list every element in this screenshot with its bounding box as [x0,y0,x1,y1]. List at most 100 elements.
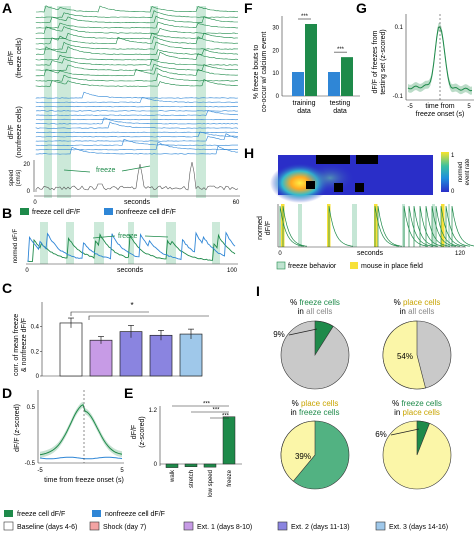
g-ytick-top: 0.1 [395,25,404,31]
pie-2-title-1b: place cells [301,399,338,408]
nonfreeze-cell-trace-1 [35,96,239,103]
h-freeze-epoch-1 [352,204,357,247]
b-xlabel: seconds [117,267,144,274]
c-ytick: 0.4 [31,325,40,331]
f-bar-1-1 [341,57,353,96]
f-xtick-1-b: data [333,108,347,115]
legend-freeze-swatch [4,510,13,517]
pie-0-title-1b: freeze cells [299,298,339,307]
g-ytick-bottom: -0.1 [393,94,404,100]
pie-1-title-1: % place cells [394,298,441,307]
nonfreeze-cell-trace-8 [35,131,239,134]
b-freeze-epoch-1 [66,222,74,264]
h-legend-place-swatch [350,262,358,269]
pie-3-title-2a: in [394,408,402,417]
freeze-epoch-0 [44,6,52,198]
a-xtick-0: 0 [33,200,37,206]
h-place-epoch-3 [441,204,445,247]
h-legend-freeze-swatch [276,261,286,270]
pie-0-title-2a: in [298,307,306,316]
h-freeze-epoch-4 [448,204,450,247]
pie-0-wedge [314,320,334,357]
b-freeze-trace [27,233,236,263]
g-xtick-right: 5 [467,104,471,110]
freeze-cell-trace-7 [35,41,238,50]
panel-h-letter: H [244,145,254,161]
freeze-cell-trace-13 [35,73,239,82]
freeze-cell-trace-14 [35,78,239,87]
figure-legend: freeze cell dF/F nonfreeze cell dF/F Bas… [3,510,448,531]
panel-e-letter: E [124,385,133,401]
nonfreeze-cell-trace-10 [35,133,239,142]
e-bar-0 [165,463,179,468]
pie-2-wedge [280,420,316,482]
f-sig-1: *** [337,47,345,53]
h-spike-8 [419,205,445,247]
panel-d-letter: D [2,385,12,401]
a-speed-tick-0: 0 [27,189,31,195]
b-legend-nonfreeze: nonfreeze cell dF/F [116,209,176,216]
e-sig-1: *** [212,408,220,414]
pie-1-title-2a: in [400,307,408,316]
legend-freeze: freeze cell dF/F [17,511,65,518]
h-spike-2 [328,205,354,247]
legend-ext3: Ext. 3 (days 14-16) [389,524,448,531]
b-legend-nonfreeze-swatch [104,208,113,215]
d-xlabel: time from freeze onset (s) [44,477,124,484]
legend-nonfreeze-swatch [92,510,101,517]
g-xlabel-1: time from [425,103,454,110]
h-legend-place: mouse in place field [361,263,423,270]
pie-0-pct: 9% [273,330,285,339]
pie-3-wedge [416,420,430,456]
e-bar-1 [184,463,198,467]
cb-tick-1: 1 [451,153,455,159]
pie-0-title-2b: all cells [306,307,332,316]
pie-0-title-1a: % [290,298,299,307]
panel-b-letter: B [2,205,12,221]
e-bar-2 [203,463,217,468]
h-xlabel: seconds [357,250,384,257]
panel-i-letter: I [256,283,260,299]
speed-trace [35,161,239,192]
h-freeze-epoch-3 [432,204,435,247]
e-xtick-0: walk [170,469,176,483]
c-ytick: 0 [36,374,40,380]
legend-ext2-swatch [277,521,288,531]
nonfreeze-cell-trace-9 [35,131,239,138]
e-ytick-top: 1.2 [149,408,158,414]
nonfreeze-cell-trace-0 [35,91,239,99]
colorbar [441,152,449,192]
f-xtick-1-a: testing [330,100,351,107]
pie-3-title-2b: place cells [403,408,440,417]
f-bar-0-1 [305,24,317,96]
f-sig-0: *** [301,14,309,20]
h-spike-14 [451,205,474,247]
d-xtick-left: -5 [37,468,43,474]
colorbar-label: normedevent rate [458,158,471,185]
b-freeze-epoch-0 [40,222,48,264]
e-ytick-zero: 0 [154,462,158,468]
legend-ext3-swatch [375,521,386,531]
nonfreeze-cell-trace-5 [36,118,239,121]
a-freeze-arrow-left [63,169,91,173]
freeze-cell-trace-9 [35,51,239,61]
panel-f-letter: F [244,0,253,16]
f-ytick: 0 [276,94,280,100]
freeze-cell-trace-11 [35,63,239,71]
pie-3-pointer [390,428,420,436]
pie-2-pct: 39% [295,452,311,461]
freeze-epoch-2 [150,6,158,198]
pie-2-title-1a: % [292,399,301,408]
d-ylabel: dF/F (z-scored) [14,404,21,452]
pie-1-title-1a: % [394,298,403,307]
h-legend-freeze: freeze behavior [288,263,337,270]
freeze-cell-trace-5 [35,32,239,40]
a-ylabel-nonfreeze: dF/F(nonfreeze cells) [8,106,23,158]
b-xtick-100: 100 [227,268,238,274]
legend-shock: Shock (day 7) [103,524,146,531]
f-ytick: 20 [272,48,279,54]
pie-2-title-2: in freeze cells [291,408,340,417]
f-ytick: 10 [272,71,279,77]
